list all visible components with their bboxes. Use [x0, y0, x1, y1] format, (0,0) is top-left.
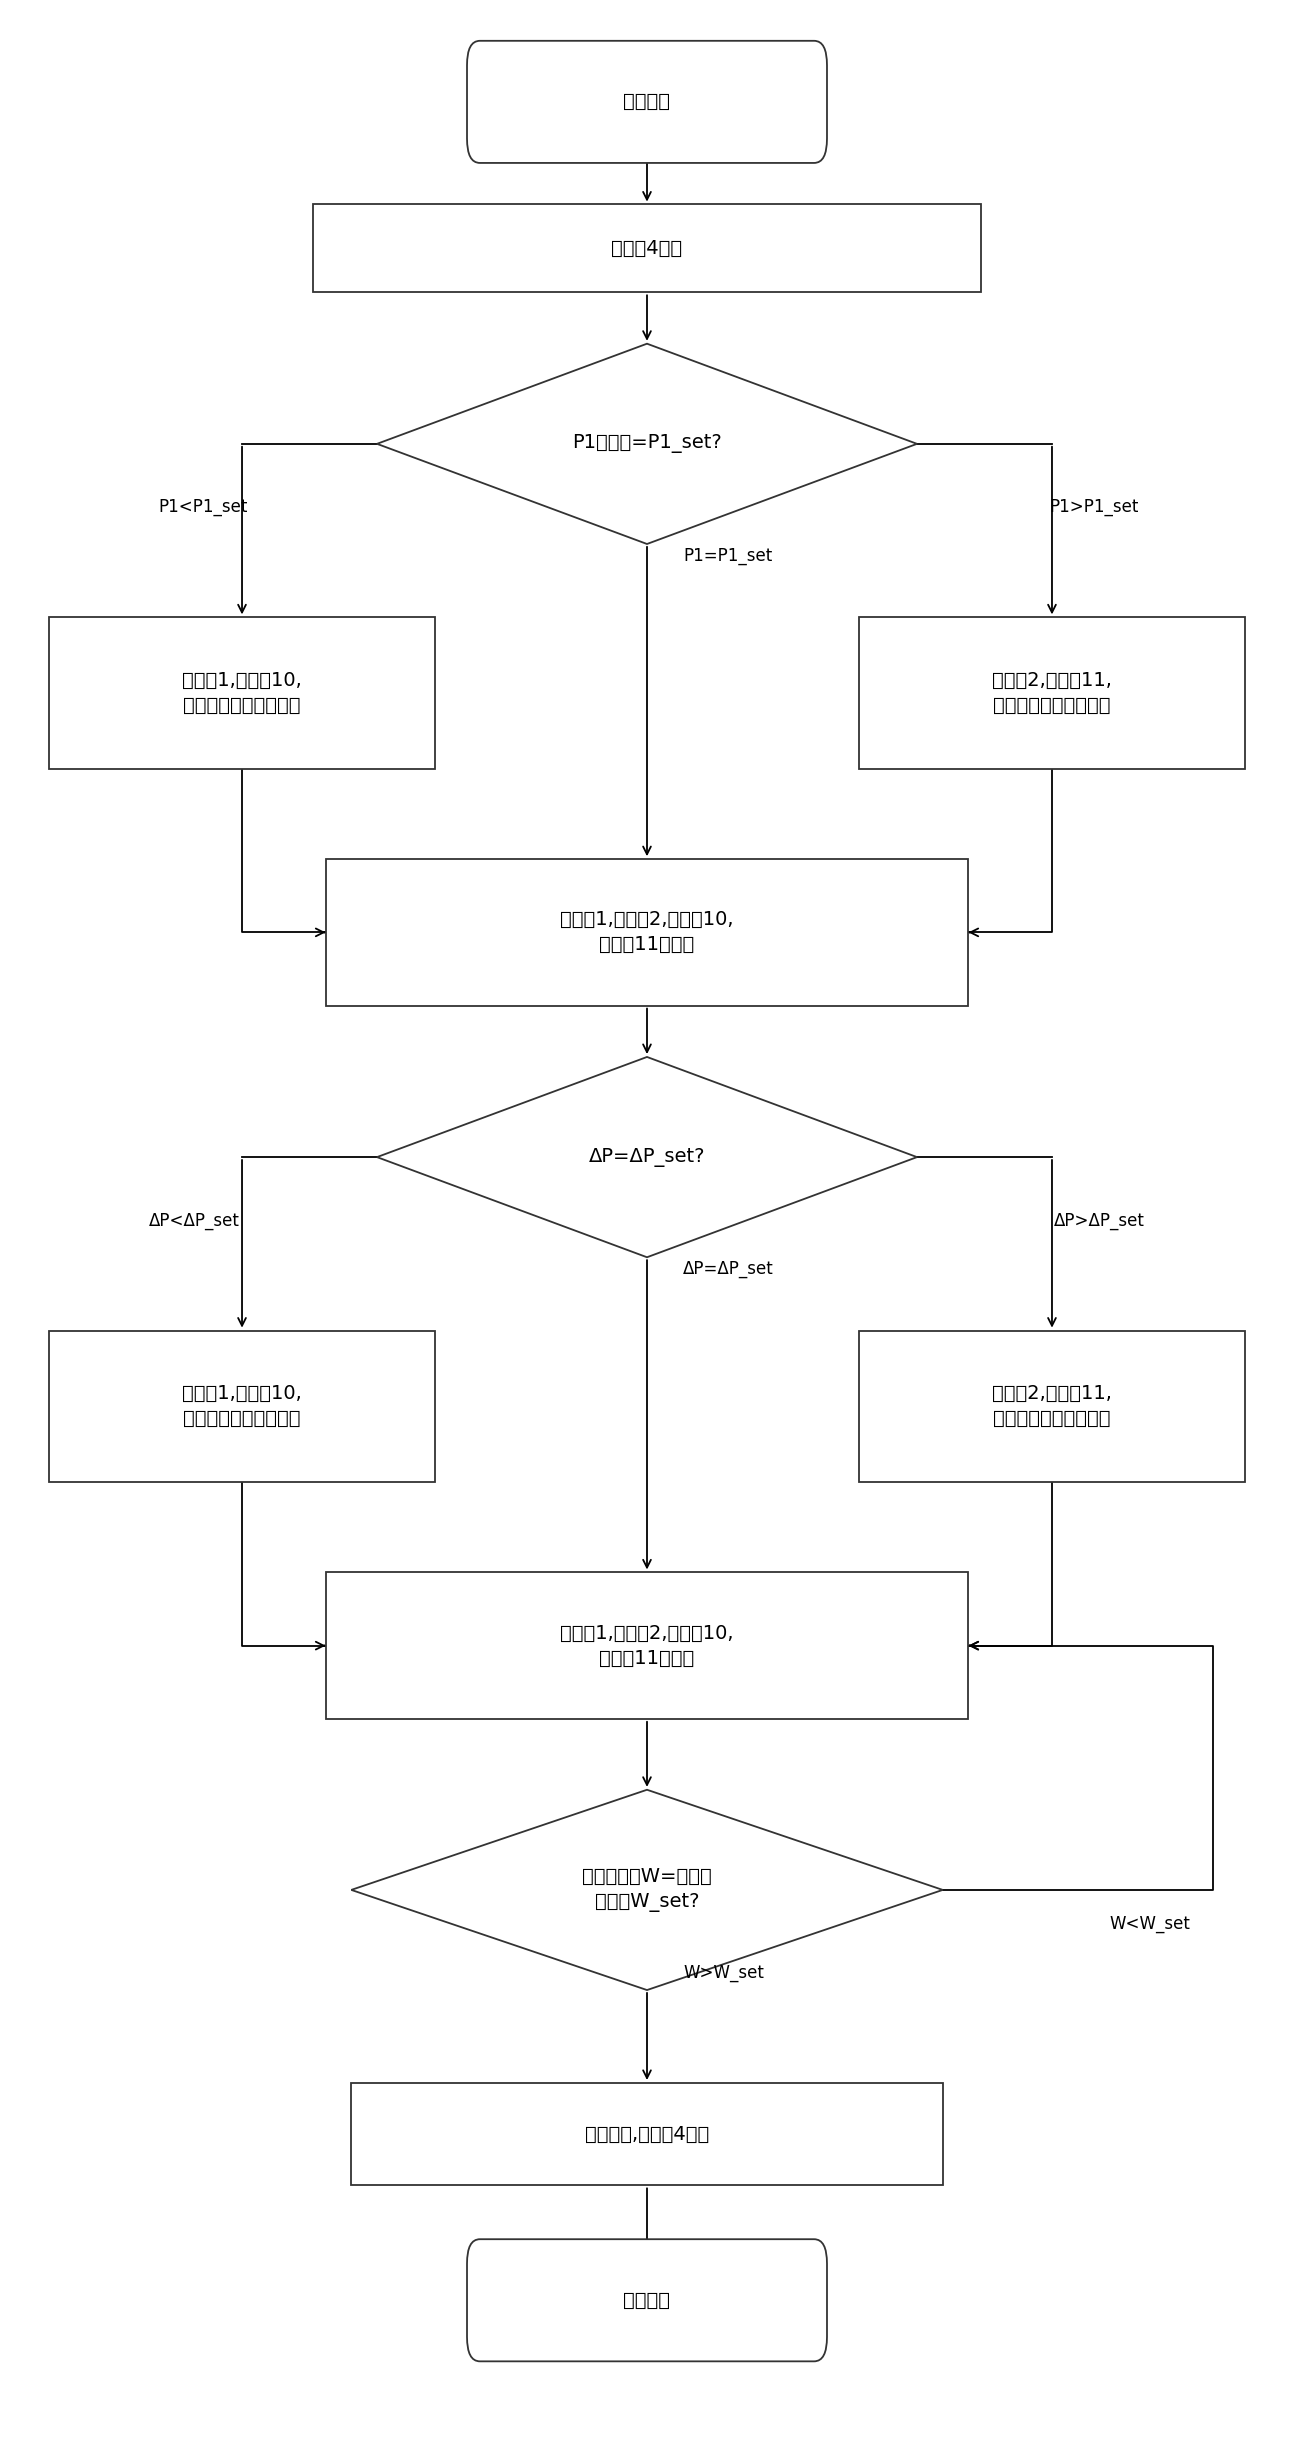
Text: ΔP<ΔP_set: ΔP<ΔP_set [149, 1211, 239, 1230]
Text: W<W_set: W<W_set [1110, 1914, 1190, 1934]
Text: ΔP>ΔP_set: ΔP>ΔP_set [1055, 1211, 1145, 1230]
Text: ΔP=ΔP_set?: ΔP=ΔP_set? [589, 1147, 705, 1167]
Bar [859, 1331, 1245, 1483]
Polygon shape [377, 343, 917, 544]
Text: 加压阀1,排气阀2,调节阀10,
调节阀11都关闭: 加压阀1,排气阀2,调节阀10, 调节阀11都关闭 [560, 1623, 734, 1667]
Text: 排气阀2,调节阀11,
对喷吹罐进行调节排气: 排气阀2,调节阀11, 对喷吹罐进行调节排气 [992, 1385, 1112, 1429]
Text: P1<P1_set: P1<P1_set [159, 498, 248, 517]
Text: 喷吹量到,喷吹阀4关闭: 喷吹量到,喷吹阀4关闭 [585, 2125, 709, 2145]
Text: P1实际值=P1_set?: P1实际值=P1_set? [572, 434, 722, 453]
Bar [859, 618, 1245, 770]
Text: W>W_set: W>W_set [683, 1963, 763, 1983]
Text: 喷吹阀4打开: 喷吹阀4打开 [612, 238, 682, 257]
Text: P1>P1_set: P1>P1_set [1049, 498, 1139, 517]
Text: 加压阀1,排气阀2,调节阀10,
调节阀11都关闭: 加压阀1,排气阀2,调节阀10, 调节阀11都关闭 [560, 909, 734, 953]
Bar [313, 203, 981, 292]
Bar [49, 1331, 435, 1483]
Text: 喷吹开始: 喷吹开始 [624, 93, 670, 110]
Text: 加压阀1,调节阀10,
对喷吹罐进行调节加压: 加压阀1,调节阀10, 对喷吹罐进行调节加压 [182, 1385, 302, 1429]
Text: P1=P1_set: P1=P1_set [683, 547, 773, 566]
FancyBboxPatch shape [467, 2240, 827, 2360]
Bar [351, 2083, 943, 2186]
Text: ΔP=ΔP_set: ΔP=ΔP_set [683, 1260, 774, 1279]
Text: 累计喷吹量W=喷吹量
设定值W_set?: 累计喷吹量W=喷吹量 设定值W_set? [582, 1868, 712, 1912]
Polygon shape [377, 1056, 917, 1257]
FancyBboxPatch shape [467, 42, 827, 162]
Text: 加压阀1,调节阀10,
对喷吹罐进行调节加压: 加压阀1,调节阀10, 对喷吹罐进行调节加压 [182, 672, 302, 716]
Polygon shape [351, 1789, 943, 1990]
Bar [326, 1574, 968, 1718]
Bar [49, 618, 435, 770]
Text: 排气阀2,调节阀11,
对喷吹罐进行调节排气: 排气阀2,调节阀11, 对喷吹罐进行调节排气 [992, 672, 1112, 716]
Text: 喷吹结束: 喷吹结束 [624, 2292, 670, 2309]
Bar [326, 860, 968, 1005]
